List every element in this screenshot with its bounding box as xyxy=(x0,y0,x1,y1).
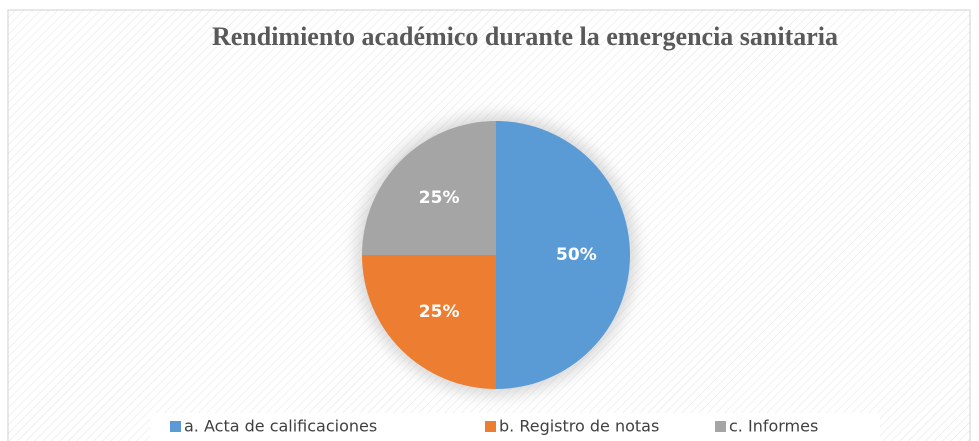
legend-label: b. Registro de notas xyxy=(499,417,659,436)
chart-title: Rendimiento académico durante la emergen… xyxy=(212,22,838,51)
pie-slice xyxy=(362,121,496,255)
data-label: 25% xyxy=(419,302,460,322)
data-label: 25% xyxy=(419,188,460,208)
legend-label: a. Acta de calificaciones xyxy=(184,417,377,436)
legend-swatch xyxy=(170,421,181,432)
legend-box xyxy=(150,413,880,441)
legend-label: c. Informes xyxy=(729,417,818,436)
pie-slice xyxy=(496,121,630,389)
legend-swatch xyxy=(485,421,496,432)
pie-slice xyxy=(362,255,496,389)
legend-swatch xyxy=(715,421,726,432)
data-label: 50% xyxy=(556,245,597,265)
